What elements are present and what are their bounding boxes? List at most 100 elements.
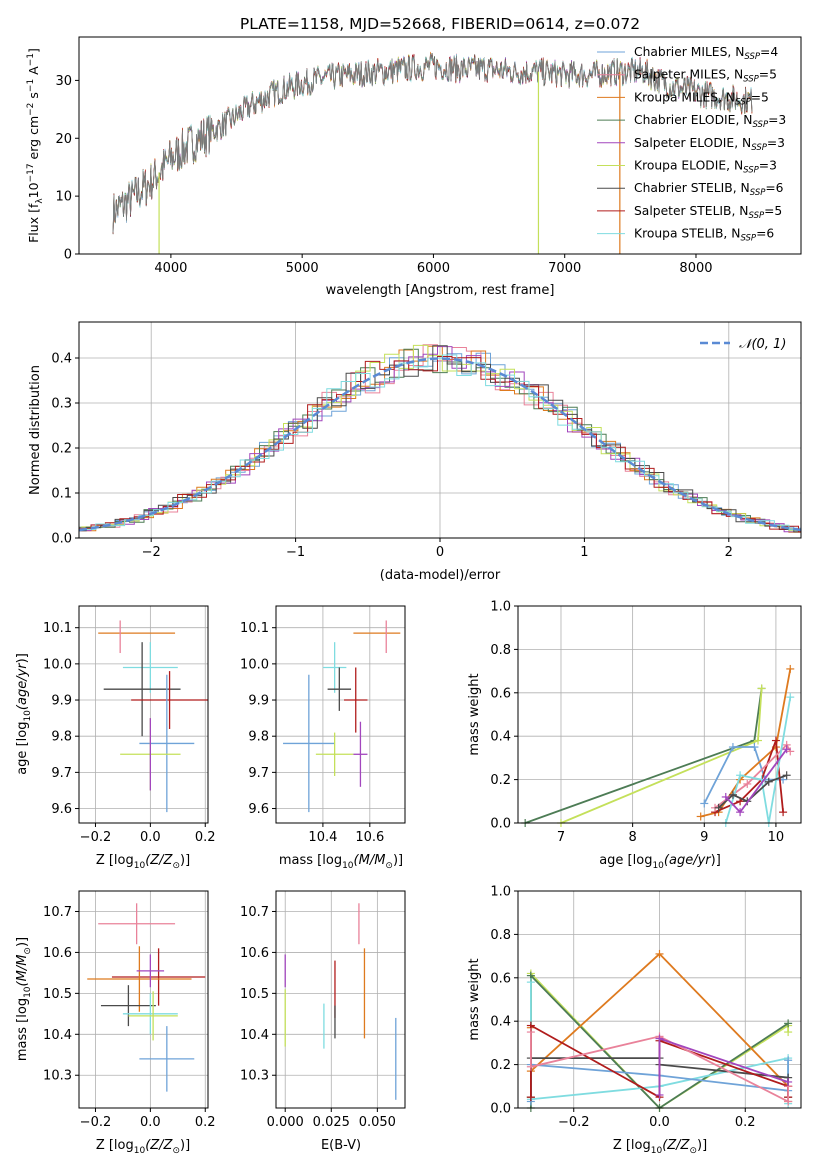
y-tick-label: 0.6 <box>490 686 511 701</box>
y-axis-label: Flux [fλ10−17 erg cm−2 s−1 A−1] <box>26 48 45 243</box>
y-tick-label: 0.2 <box>51 442 72 457</box>
figure-title: PLATE=1158, MJD=52668, FIBERID=0614, z=0… <box>240 15 640 33</box>
x-tick-label: 0.000 <box>267 1115 304 1130</box>
gaussian-curve <box>78 357 802 532</box>
y-tick-label: 10.4 <box>43 1028 72 1043</box>
legend-label: Salpeter STELIB, NSSP=5 <box>634 204 782 221</box>
y-tick-label: 10.3 <box>43 1069 72 1084</box>
x-tick-label: 9 <box>700 830 708 845</box>
y-tick-label: 10.7 <box>240 905 269 920</box>
axes-frame <box>78 890 209 1109</box>
y-tick-label: 0.1 <box>51 487 72 502</box>
axis-label: Z [log10(Z/Z⊙)] <box>96 1138 190 1156</box>
x-tick-label: 5000 <box>286 261 319 276</box>
y-tick-label: 0.4 <box>490 730 511 745</box>
x-tick-label: −1 <box>286 545 305 560</box>
axes-frame <box>78 321 802 539</box>
x-tick-label: 0.2 <box>195 830 216 845</box>
legend-label: Chabrier ELODIE, NSSP=3 <box>634 113 786 130</box>
axes-frame <box>78 36 802 255</box>
y-tick-label: 10.0 <box>240 657 269 672</box>
x-tick-label: 8000 <box>679 261 712 276</box>
y-tick-label: 9.9 <box>51 694 72 709</box>
histogram-series <box>79 356 801 533</box>
x-tick-label: 10.4 <box>308 830 337 845</box>
y-axis-label: mass weight <box>467 673 482 755</box>
y-tick-label: 10.6 <box>43 946 72 961</box>
x-tick-label: 0.2 <box>195 1115 216 1130</box>
x-tick-label: 0.0 <box>140 830 161 845</box>
y-tick-label: 10.5 <box>43 987 72 1002</box>
y-tick-label: 0.8 <box>490 928 511 943</box>
x-tick-label: −2 <box>142 545 161 560</box>
y-tick-label: 1.0 <box>490 600 511 615</box>
mass-vs-metallicity-panel: −0.2 0.0 0.2 10.3 10.4 10.5 10.6 10.7 Z [log10(Z… <box>15 890 216 1156</box>
y-tick-label: 0.2 <box>490 773 511 788</box>
y-tick-label: 10.7 <box>43 905 72 920</box>
y-tick-label: 20 <box>55 132 72 147</box>
y-tick-label: 10.1 <box>240 621 269 636</box>
legend-label: Kroupa STELIB, NSSP=6 <box>634 227 774 244</box>
x-tick-label: 2 <box>725 545 733 560</box>
x-tick-label: −0.2 <box>80 1115 112 1130</box>
y-tick-label: 10.4 <box>240 1028 269 1043</box>
x-tick-label: 10 <box>768 830 785 845</box>
axis-label: mass [log10(M/M⊙)] <box>15 937 33 1061</box>
axes-frame <box>275 605 406 824</box>
legend-label: 𝒩(0, 1) <box>739 337 786 352</box>
y-tick-label: 0.8 <box>490 643 511 658</box>
y-tick-label: 0.3 <box>51 397 72 412</box>
y-tick-label: 9.7 <box>51 766 72 781</box>
y-tick-label: 0.0 <box>490 817 511 832</box>
y-tick-label: 10.6 <box>240 946 269 961</box>
age-vs-mass-panel: 10.4 10.6 9.6 9.7 9.8 9.9 10.0 10.1 mass [log10(… <box>240 605 406 871</box>
y-tick-label: 10.5 <box>240 987 269 1002</box>
x-tick-label: −0.2 <box>558 1115 590 1130</box>
axis-label: mass [log10(M/M⊙)] <box>279 853 403 871</box>
histogram-series <box>81 344 801 532</box>
axes-frame <box>275 890 406 1109</box>
legend-label: Kroupa MILES, NSSP=5 <box>634 90 769 107</box>
x-axis-label: (data-model)/error <box>380 568 501 583</box>
axis-label: age [log10(age/yr)] <box>15 653 33 775</box>
axes-frame <box>517 605 802 824</box>
x-tick-label: 4000 <box>154 261 187 276</box>
mass-vs-ebv-panel: 0.000 0.025 0.050 10.3 10.4 10.5 10.6 10.7 E(B-V… <box>240 890 406 1153</box>
y-tick-label: 0.2 <box>490 1058 511 1073</box>
y-tick-label: 9.6 <box>51 802 72 817</box>
axis-label: Z [log10(Z/Z⊙)] <box>96 853 190 871</box>
x-tick-label: 0.025 <box>313 1115 350 1130</box>
x-tick-label: 7000 <box>548 261 581 276</box>
y-tick-label: 0.4 <box>51 352 72 367</box>
y-tick-label: 9.8 <box>51 730 72 745</box>
y-axis-label: Normed distribution <box>28 365 43 495</box>
spectrum-panel: 4000 5000 6000 7000 8000 0 10 20 30 Chabrier MILE… <box>26 36 802 298</box>
y-tick-label: 9.9 <box>248 694 269 709</box>
y-tick-label: 9.6 <box>248 802 269 817</box>
legend-label: Salpeter MILES, NSSP=5 <box>634 68 777 85</box>
spectrum-data-line <box>112 53 753 233</box>
x-tick-label: 1 <box>580 545 588 560</box>
x-tick-label: 0.0 <box>140 1115 161 1130</box>
y-tick-label: 0.0 <box>51 532 72 547</box>
massweight-vs-age-panel: 7 8 9 10 0.0 0.2 0.4 0.6 0.8 1.0 mass weight age [l… <box>467 600 802 871</box>
y-tick-label: 0.4 <box>490 1015 511 1030</box>
x-tick-label: 0.050 <box>359 1115 396 1130</box>
x-axis-label: E(B-V) <box>321 1138 361 1153</box>
y-tick-label: 0.0 <box>490 1102 511 1117</box>
axes-frame <box>78 605 209 824</box>
y-tick-label: 10.3 <box>240 1069 269 1084</box>
residuals-panel: −2 −1 0 1 2 0.0 0.1 0.2 0.3 0.4 𝒩(0, 1) (data-model… <box>28 321 802 583</box>
histogram-series <box>81 354 801 531</box>
legend-label: Chabrier MILES, NSSP=4 <box>634 45 778 62</box>
y-tick-label: 0 <box>64 248 72 263</box>
x-tick-label: 7 <box>557 830 565 845</box>
y-tick-label: 10.1 <box>43 621 72 636</box>
legend-label: Kroupa ELODIE, NSSP=3 <box>634 159 777 176</box>
y-tick-label: 9.8 <box>248 730 269 745</box>
y-tick-label: 0.6 <box>490 971 511 986</box>
x-tick-label: 10.6 <box>355 830 384 845</box>
x-tick-label: −0.2 <box>80 830 112 845</box>
x-tick-label: 0 <box>436 545 444 560</box>
